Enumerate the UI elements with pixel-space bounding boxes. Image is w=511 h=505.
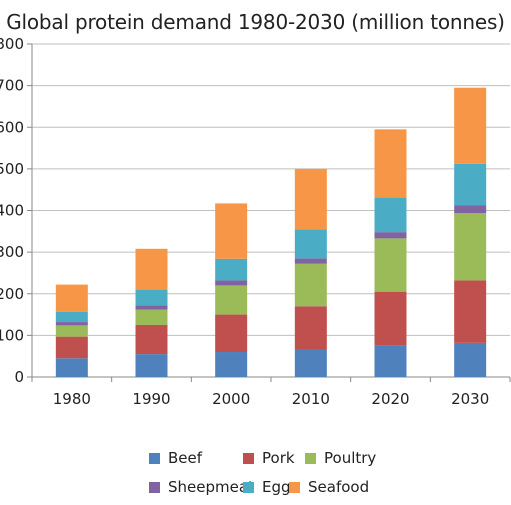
legend-item-pork: Pork (243, 449, 295, 467)
bar-poultry-2000 (215, 285, 248, 315)
y-tick-label: 400 (0, 202, 24, 220)
bar-pork-2030 (454, 280, 487, 343)
chart-title: Global protein demand 1980-2030 (million… (6, 10, 505, 34)
bar-beef-2020 (374, 345, 407, 377)
bar-sheepmeat-2020 (374, 232, 407, 239)
legend-swatch (289, 481, 300, 493)
x-tick-label: 2000 (212, 390, 250, 408)
bar-seafood-2000 (215, 203, 248, 259)
bar-seafood-2010 (294, 168, 327, 230)
bar-poultry-2010 (294, 263, 327, 307)
legend-label: Seafood (308, 478, 370, 496)
bar-sheepmeat-2000 (215, 280, 248, 286)
bar-sheepmeat-2030 (454, 205, 487, 213)
x-tick-label: 2010 (292, 390, 330, 408)
x-tick-label: 2020 (371, 390, 409, 408)
bar-eggs-1980 (55, 311, 88, 323)
legend-swatch (243, 481, 254, 493)
bar-eggs-2020 (374, 197, 407, 233)
legend-label: Sheepmeat (168, 478, 254, 496)
bar-pork-2010 (294, 306, 327, 350)
y-tick-label: 500 (0, 160, 24, 178)
legend-swatch (149, 481, 160, 493)
bar-sheepmeat-1990 (135, 305, 168, 310)
legend-label: Beef (168, 449, 203, 467)
bar-eggs-1990 (135, 289, 168, 306)
bar-beef-2000 (215, 352, 248, 377)
legend-swatch (305, 452, 316, 464)
y-tick-label: 200 (0, 285, 24, 303)
bar-beef-1980 (55, 358, 88, 377)
bar-sheepmeat-2010 (294, 258, 327, 264)
legend-item-beef: Beef (149, 449, 202, 467)
y-tick-label: 100 (0, 326, 24, 344)
legend-swatch (149, 452, 160, 464)
bar-seafood-1990 (135, 248, 168, 290)
bar-eggs-2010 (294, 229, 327, 259)
legend-swatch (243, 452, 254, 464)
bar-pork-2020 (374, 291, 407, 346)
legend-item-seafood: Seafood (289, 478, 369, 496)
bar-poultry-1990 (135, 309, 168, 325)
x-tick-label: 1980 (53, 390, 91, 408)
bar-seafood-2030 (454, 87, 487, 164)
y-tick-label: 800 (0, 35, 24, 53)
y-tick-label: 0 (14, 368, 24, 386)
legend-label: Pork (262, 449, 295, 467)
x-tick-label: 1990 (132, 390, 170, 408)
legend-label: Poultry (324, 449, 377, 467)
bar-beef-2030 (454, 342, 487, 377)
bar-poultry-2030 (454, 212, 487, 281)
bar-pork-1980 (55, 336, 88, 359)
legend-item-poultry: Poultry (305, 449, 376, 467)
bar-beef-2010 (294, 349, 327, 377)
x-tick-label: 2030 (451, 390, 489, 408)
y-tick-label: 300 (0, 243, 24, 261)
bar-pork-1990 (135, 324, 168, 355)
bar-seafood-1980 (55, 284, 88, 312)
bar-pork-2000 (215, 314, 248, 353)
legend-item-sheepmeat: Sheepmeat (149, 478, 254, 496)
bar-poultry-1980 (55, 325, 88, 337)
y-tick-label: 700 (0, 77, 24, 95)
bar-beef-1990 (135, 354, 168, 377)
bar-eggs-2000 (215, 258, 248, 281)
bar-sheepmeat-1980 (55, 322, 88, 326)
y-tick-label: 600 (0, 118, 24, 136)
bar-poultry-2020 (374, 238, 407, 292)
bar-eggs-2030 (454, 163, 487, 206)
bar-seafood-2020 (374, 129, 407, 198)
